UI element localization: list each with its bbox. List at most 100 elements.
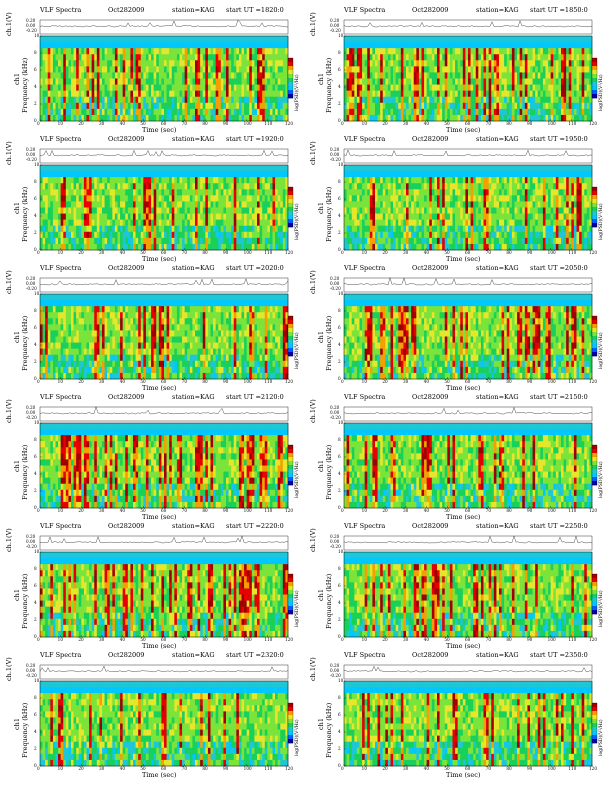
spectrogram-cell (491, 72, 495, 79)
spectrogram-cell (213, 183, 216, 190)
spectrogram-cell (102, 84, 105, 91)
spectrogram-cell (127, 177, 131, 184)
spectrogram-cell (468, 96, 471, 104)
spectrogram-cell (431, 171, 435, 178)
spectrogram-cell (457, 219, 461, 227)
spectrogram-cell (478, 96, 482, 104)
spectrogram-cell (83, 72, 87, 79)
spectrogram-cell (169, 96, 173, 104)
spectrogram-cell (45, 108, 49, 116)
spectrogram-cell (244, 102, 247, 110)
x-tick-label: 80 (202, 250, 208, 255)
spectrogram-cell (553, 36, 557, 43)
spectrogram-cell (581, 102, 585, 110)
spectrogram-cell (135, 183, 139, 190)
spectrogram-cell (102, 96, 105, 104)
spectrogram-cell (452, 195, 456, 202)
spectrogram-cell (351, 84, 355, 91)
spectrogram-cell (47, 78, 51, 85)
spectrogram-cell (491, 108, 495, 116)
spectrogram-cell (86, 177, 90, 184)
spectrogram-cell (514, 36, 518, 43)
spectrogram-cell (393, 90, 396, 98)
spectrogram-cell (429, 165, 433, 172)
spectrogram-cell (171, 90, 175, 98)
spectrogram-cell (259, 207, 263, 214)
spectrogram-cell (158, 36, 162, 43)
spectrogram-cell (493, 114, 497, 122)
spectrogram-cell (418, 84, 422, 91)
spectrogram-cell (589, 108, 593, 116)
spectrogram-cell (117, 195, 121, 202)
spectrogram-cell (390, 72, 394, 79)
spectrogram-cell (356, 78, 360, 85)
spectrogram-cell (65, 195, 69, 202)
spectrogram-cell (561, 42, 564, 49)
spectrogram-cell (125, 177, 129, 184)
spectrogram-cell (385, 114, 389, 122)
colorbar-segment (288, 187, 293, 192)
spectrogram-cell (400, 60, 404, 67)
y-tick-label: 2 (338, 101, 341, 106)
spectrogram-cell (380, 90, 384, 98)
spectrogram-cell (589, 42, 593, 49)
spectrogram-cell (169, 243, 173, 251)
spectrogram-cell (164, 201, 167, 208)
spectrogram-cell (398, 213, 402, 220)
x-tick-label: 70 (181, 250, 187, 255)
spectrogram-cell (96, 36, 100, 43)
spectrogram-cell (249, 195, 253, 202)
spectrogram-cell (42, 195, 46, 202)
spectrogram-cell (205, 219, 209, 227)
spectrogram-cell (143, 201, 147, 208)
spectrogram-cell (411, 114, 415, 122)
spectrogram-cell (372, 84, 376, 91)
spectrogram-cell (68, 237, 72, 245)
spectrogram-cell (504, 36, 508, 43)
spectrogram-cell (540, 72, 544, 79)
spectrogram-cell (369, 42, 373, 49)
spectrogram-cell (372, 213, 376, 220)
colorbar-segment (288, 207, 293, 212)
spectrogram-cell (151, 36, 154, 43)
spectrogram-cell (573, 66, 577, 73)
spectrogram-cell (372, 102, 376, 110)
spectrogram-cell (244, 60, 247, 67)
spectrogram-cell (382, 207, 386, 214)
spectrogram-cell (238, 243, 242, 251)
spectrogram-cell (50, 195, 54, 202)
spectrogram-cell (382, 84, 386, 91)
spectrogram-cell (349, 84, 353, 91)
spectrogram-cell (382, 171, 386, 178)
spectrogram-cell (241, 237, 245, 245)
spectrogram-cell (99, 183, 103, 190)
spectrogram-cell (182, 72, 185, 79)
spectrogram-cell (114, 171, 118, 178)
spectrogram-cell (73, 165, 77, 172)
spectrogram-cell (460, 66, 464, 73)
spectrogram-cell (475, 243, 479, 251)
spectrogram-cell (228, 189, 232, 196)
spectrogram-panel: VLF Spectra Oct282009 station=KAG start UT … (308, 6, 608, 134)
spectrogram-cell (447, 36, 451, 43)
spectrogram-cell (369, 195, 373, 202)
spectrogram-cell (264, 60, 268, 67)
spectrogram-cell (280, 54, 284, 61)
spectrogram-cell (140, 72, 144, 79)
spectrogram-cell (262, 225, 266, 233)
spectrogram-cell (182, 42, 185, 49)
spectrogram-cell (254, 54, 258, 61)
spectrogram-cell (264, 189, 268, 196)
spectrogram-cell (42, 165, 46, 172)
spectrogram-cell (277, 36, 281, 43)
spectrogram-cell (387, 66, 391, 73)
spectrogram-cell (475, 201, 479, 208)
spectrogram-cell (45, 237, 49, 245)
spectrogram-cell (346, 201, 350, 208)
spectrogram-cell (145, 225, 149, 233)
spectrogram-cell (285, 114, 289, 122)
spectrogram-cell (200, 36, 204, 43)
spectrogram-cell (259, 66, 263, 73)
spectrogram-cell (429, 84, 433, 91)
spectrogram-cell (140, 36, 144, 43)
